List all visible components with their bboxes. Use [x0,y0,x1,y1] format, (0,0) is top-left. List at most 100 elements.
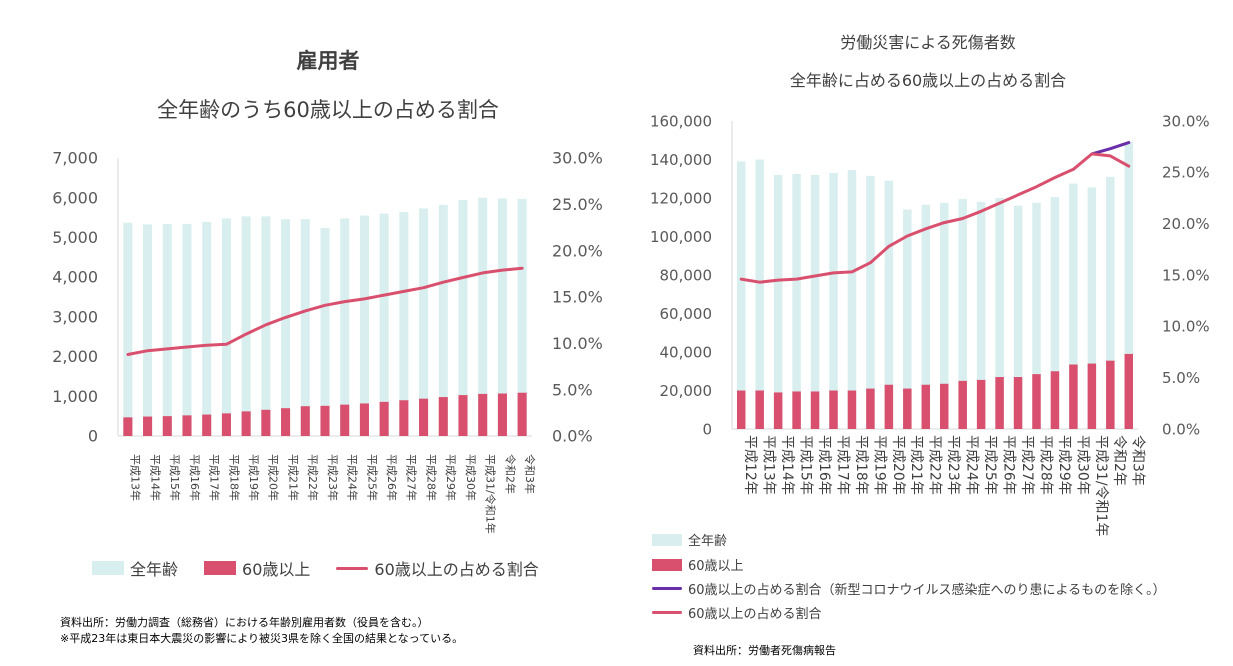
left-y-tick-label: 5,000 [52,228,98,247]
left-bar-older [517,392,527,436]
right-bar-total [1087,187,1097,429]
left-x-tick-label: 令和3年 [523,454,537,494]
legend-label-ratio-excl: 60歳以上の占める割合（新型コロナウイルス感染症へのり患によるものを除く。） [688,583,1166,598]
right-y2-tick-label: 15.0% [1162,266,1210,284]
left-x-tick-label: 平成15年 [168,454,182,501]
right-y2-tick-label: 0.0% [1162,420,1200,438]
right-y-tick-label: 0 [702,420,712,438]
right-bar-total [1069,183,1078,429]
right-chart-title: 労働災害による死傷者数 [840,33,1016,52]
left-y2-tick-label: 20.0% [552,241,603,260]
left-bar-older [241,411,251,436]
right-x-tick-label: 平成19年 [871,435,887,495]
legend-swatch-older [204,561,237,575]
left-bar-total [458,200,468,436]
legend-swatch-total [92,561,124,575]
right-x-tick-label: 平成16年 [816,435,832,495]
right-y-tick-label: 100,000 [650,228,712,246]
right-bar-total [884,180,894,429]
right-bar-older [829,390,838,429]
right-legend-ratio: 60歳以上の占める割合 [652,603,822,622]
right-y2-tick-label: 10.0% [1162,318,1210,336]
left-x-tick-label: 平成28年 [424,454,438,501]
right-bar-total [810,174,820,429]
left-bar-total [300,219,310,436]
left-plot-area: 0 1,000 2,000 3,000 4,000 5,000 6,000 7,000 0.0%… [52,149,603,534]
left-bar-total [241,216,251,436]
left-y-tick-label: 1,000 [52,387,98,406]
right-bar-total [847,170,857,429]
right-bar-total [866,175,875,429]
left-x-tick-label: 平成20年 [267,454,281,501]
left-legend: 全年齢 60歳以上 60歳以上の占める割合 [92,556,539,580]
right-line-ratio [739,152,1131,284]
left-x-tick-label: 平成19年 [247,454,261,501]
left-bar-older [379,401,389,436]
right-y-tick-label: 140,000 [650,151,712,169]
right-x-tick-label: 平成21年 [908,435,924,495]
right-legend-older: 60歳以上 [652,555,744,574]
left-bar-older [300,406,310,436]
right-x-tick-label: 令和2年 [1111,435,1127,486]
right-bar-older [810,391,820,429]
left-bar-older [478,393,488,436]
left-y-tick-label: 0 [88,427,98,446]
right-y-tick-label: 40,000 [660,343,713,361]
right-bar-older [847,390,857,429]
legend-label-total-r: 全年齢 [688,534,728,549]
left-x-tick-label: 平成13年 [129,454,143,501]
right-bar-older [1087,363,1097,429]
right-y2-tick-label: 20.0% [1162,215,1210,233]
right-x-tick-label: 平成26年 [1001,435,1017,495]
right-x-tick-label: 平成22年 [927,435,943,495]
right-bar-older [1032,374,1041,429]
right-y-tick-label: 60,000 [660,305,713,323]
left-bar-total [399,212,409,436]
left-x-tick-label: 平成24年 [346,454,360,501]
left-x-tick-label: 平成29年 [444,454,458,501]
right-y2-tick-label: 30.0% [1162,112,1210,130]
right-chart-subtitle: 全年齢に占める60歳以上の占める割合 [790,71,1066,90]
right-bar-total [1124,142,1134,430]
right-bar-older [736,390,746,429]
right-bar-older [792,391,801,429]
right-bar-total [1032,202,1041,429]
right-y2-tick-label: 25.0% [1162,164,1210,182]
right-x-tick-label: 平成25年 [982,435,998,495]
left-y2-tick-label: 30.0% [552,149,603,168]
right-bar-total [995,198,1004,429]
right-bar-older [1106,360,1115,429]
right-y2-tick-label: 5.0% [1162,369,1200,387]
left-y-tick-label: 4,000 [52,268,98,287]
left-footnote: ※平成23年は東日本大震災の影響により被災3県を除く全国の結果となっている。 [60,632,464,645]
legend-label-older-r: 60歳以上 [688,559,744,574]
left-line-ratio [126,266,524,356]
legend-label-ratio-r: 60歳以上の占める割合 [688,607,822,622]
right-y-tick-label: 20,000 [660,382,713,400]
left-y-tick-label: 3,000 [52,307,98,326]
left-bar-total [379,213,389,436]
right-x-tick-label: 平成18年 [853,435,869,495]
left-chart-title: 雇用者 [297,49,360,73]
left-bar-total [438,204,448,436]
right-x-tick-label: 平成30年 [1074,435,1090,495]
left-x-tick-label: 平成18年 [227,454,241,501]
left-x-tick-label: 平成27年 [405,454,419,501]
right-bar-total [755,159,764,429]
left-bar-older [162,416,172,436]
right-bar-total [1106,176,1115,429]
right-bar-total [1013,205,1023,429]
right-x-tick-label: 平成24年 [964,435,980,495]
left-x-tick-label: 平成31/令和1年 [484,454,498,534]
right-x-tick-label: 平成15年 [798,435,814,495]
left-bar-older [143,416,153,436]
right-plot-area: 0 20,000 40,000 60,000 80,000 100,000 120,000 1… [650,112,1210,536]
right-x-tick-label: 平成12年 [742,435,758,495]
right-bar-total [921,204,931,429]
left-y2-tick-label: 0.0% [552,427,593,446]
left-bar-total [281,219,291,436]
right-y-tick-label: 160,000 [650,112,712,130]
left-bar-total [221,218,231,436]
right-x-tick-label: 平成13年 [761,435,777,495]
